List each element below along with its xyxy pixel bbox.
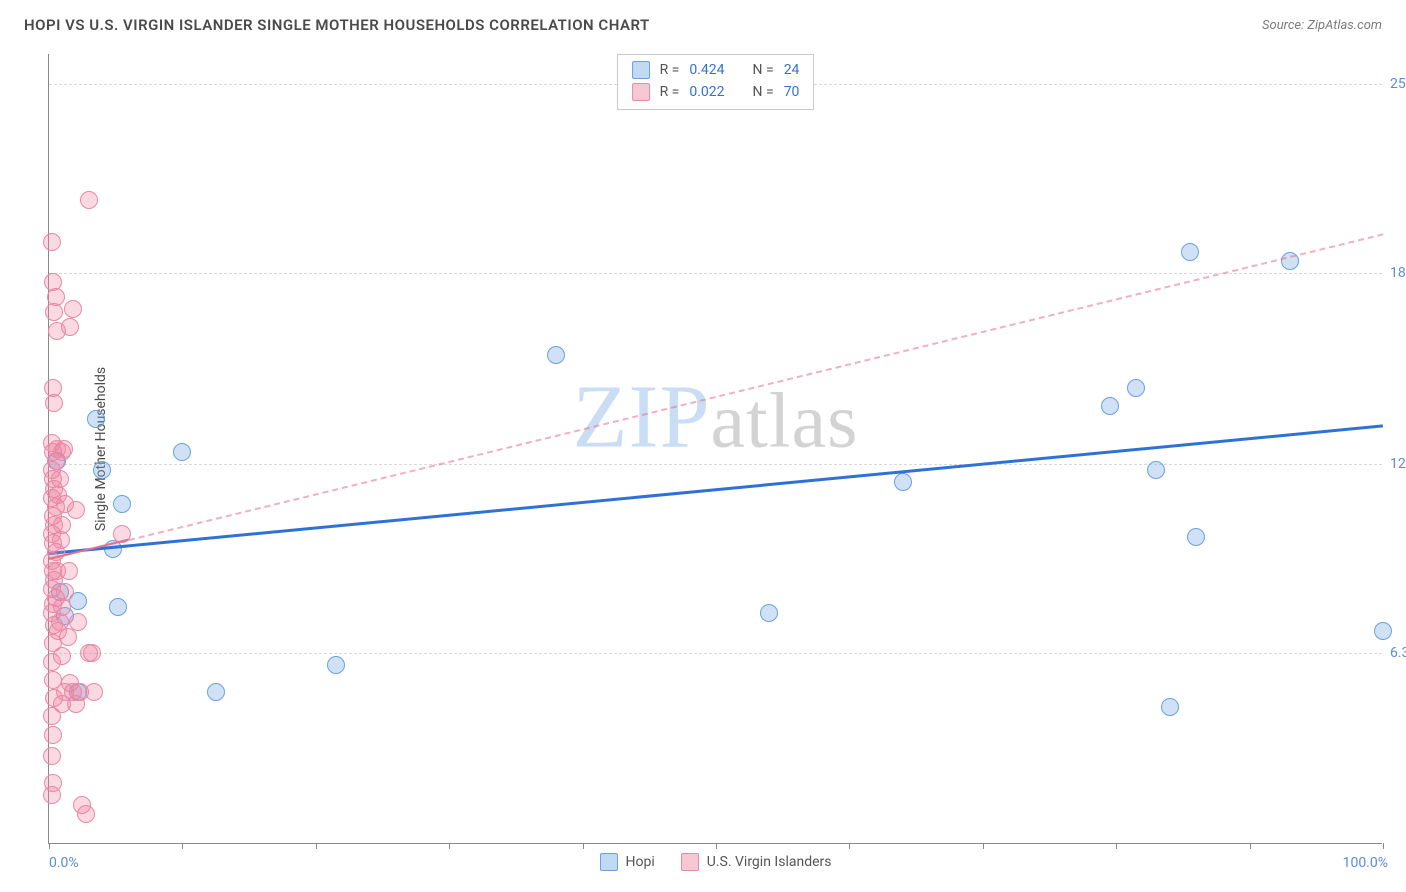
hopi-point (93, 461, 111, 479)
x-tick (849, 843, 850, 849)
usvi-point (48, 440, 66, 458)
hopi-swatch-icon (600, 853, 618, 871)
gridline (49, 653, 1382, 654)
hopi-point (1101, 397, 1119, 415)
usvi-point (61, 318, 79, 336)
usvi-point (69, 613, 87, 631)
usvi-point (67, 501, 85, 519)
usvi-point (44, 273, 62, 291)
hopi-point (113, 495, 131, 513)
usvi-point (56, 583, 74, 601)
usvi-point (43, 747, 61, 765)
stats-row-hopi: R = 0.424 N = 24 (632, 59, 800, 81)
usvi-swatch-icon (632, 83, 650, 101)
y-tick-label: 18.8% (1390, 265, 1406, 281)
y-tick-label: 25.0% (1390, 76, 1406, 92)
hopi-n-value: 24 (784, 62, 800, 78)
hopi-point (173, 443, 191, 461)
hopi-point (1161, 698, 1179, 716)
usvi-point (44, 379, 62, 397)
plot-svg-layer: 6.3%12.5%18.8%25.0% (49, 54, 1382, 843)
series-legend: Hopi U.S. Virgin Islanders (600, 853, 832, 871)
usvi-point (44, 774, 62, 792)
n-label: N = (753, 84, 774, 100)
x-tick (449, 843, 450, 849)
stats-legend: R = 0.424 N = 24 R = 0.022 N = 70 (617, 54, 815, 110)
hopi-point (894, 473, 912, 491)
usvi-point (83, 644, 101, 662)
usvi-point (67, 695, 85, 713)
usvi-point (47, 288, 65, 306)
usvi-swatch-icon (681, 853, 699, 871)
hopi-point (207, 683, 225, 701)
hopi-point (760, 604, 778, 622)
x-tick (716, 843, 717, 849)
hopi-r-value: 0.424 (689, 62, 724, 78)
x-max-label: 100.0% (1343, 855, 1388, 871)
usvi-point (77, 805, 95, 823)
legend-item-usvi: U.S. Virgin Islanders (681, 853, 832, 871)
y-tick-label: 12.5% (1390, 456, 1406, 472)
header-bar: HOPI VS U.S. VIRGIN ISLANDER SINGLE MOTH… (0, 0, 1406, 42)
usvi-point (85, 683, 103, 701)
hopi-point (1147, 461, 1165, 479)
usvi-n-value: 70 (784, 84, 800, 100)
x-min-label: 0.0% (49, 855, 79, 871)
y-tick-label: 6.3% (1390, 645, 1406, 661)
hopi-point (1181, 243, 1199, 261)
x-tick (1383, 843, 1384, 849)
usvi-point (48, 562, 66, 580)
hopi-swatch-icon (632, 61, 650, 79)
usvi-point (52, 531, 70, 549)
usvi-r-value: 0.022 (689, 84, 724, 100)
stats-row-usvi: R = 0.022 N = 70 (632, 81, 800, 103)
gridline (49, 273, 1382, 274)
usvi-point (51, 613, 69, 631)
n-label: N = (753, 62, 774, 78)
hopi-point (1127, 379, 1145, 397)
plot-area: Single Mother Households ZIPatlas 6.3%12… (48, 54, 1382, 844)
hopi-point (1187, 528, 1205, 546)
x-tick (1116, 843, 1117, 849)
gridline (49, 464, 1382, 465)
hopi-trendline (49, 425, 1383, 556)
x-tick (1250, 843, 1251, 849)
hopi-point (109, 598, 127, 616)
legend-label-hopi: Hopi (626, 854, 655, 870)
usvi-point (51, 470, 69, 488)
hopi-point (87, 410, 105, 428)
usvi-point (64, 300, 82, 318)
usvi-point (44, 726, 62, 744)
legend-label-usvi: U.S. Virgin Islanders (707, 854, 832, 870)
r-label: R = (660, 84, 680, 100)
r-label: R = (660, 62, 680, 78)
hopi-point (547, 346, 565, 364)
usvi-point (53, 647, 71, 665)
usvi-trend-extrapolation (129, 233, 1383, 541)
x-tick (182, 843, 183, 849)
x-tick (316, 843, 317, 849)
hopi-point (327, 656, 345, 674)
chart-title: HOPI VS U.S. VIRGIN ISLANDER SINGLE MOTH… (24, 16, 650, 34)
source-attribution: Source: ZipAtlas.com (1262, 18, 1382, 33)
x-tick (583, 843, 584, 849)
hopi-point (1374, 622, 1392, 640)
usvi-point (43, 233, 61, 251)
usvi-point (80, 191, 98, 209)
x-tick (49, 843, 50, 849)
x-tick (983, 843, 984, 849)
legend-item-hopi: Hopi (600, 853, 655, 871)
